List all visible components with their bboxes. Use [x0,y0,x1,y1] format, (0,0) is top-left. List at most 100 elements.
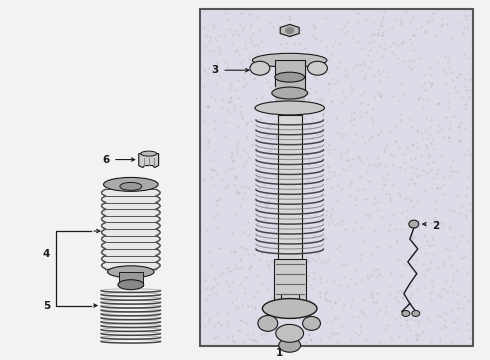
Point [306,336,314,342]
Point [258,250,266,256]
Point [370,161,378,167]
Point [316,337,324,342]
Point [328,206,336,212]
Point [311,212,319,217]
Polygon shape [280,24,299,36]
Point [438,17,446,22]
Point [374,67,382,73]
Point [338,26,345,32]
Point [238,302,245,308]
Point [406,19,414,25]
Point [213,202,220,208]
Point [225,99,233,105]
Point [422,115,430,121]
Point [201,310,209,316]
Point [214,171,221,177]
Point [387,270,395,275]
Point [236,281,244,287]
Point [377,128,385,134]
Point [261,134,269,140]
Point [394,298,402,304]
Point [315,108,323,114]
Point [234,265,242,270]
Point [465,12,473,18]
Point [431,175,439,181]
Point [266,20,273,26]
Point [253,42,261,48]
Point [223,265,231,270]
Point [249,337,257,343]
Point [423,145,431,151]
Point [270,306,278,311]
Point [356,155,364,161]
Point [333,197,341,203]
Point [412,180,419,185]
Point [270,80,278,86]
Point [240,71,248,76]
Point [292,329,300,335]
Point [205,48,213,54]
Point [393,42,401,48]
Bar [275,60,305,95]
Point [390,152,398,158]
Point [288,150,296,156]
Point [313,96,320,102]
Point [280,79,288,85]
Point [373,26,381,32]
Point [328,218,336,224]
Point [230,182,238,188]
Point [431,252,439,258]
Point [278,73,286,78]
Point [368,31,376,36]
Point [412,25,420,31]
Point [400,92,408,98]
Point [201,44,209,50]
Point [228,299,236,305]
Point [239,264,246,270]
Point [243,150,251,156]
Point [282,69,290,75]
Point [463,87,470,93]
Point [209,181,217,186]
Point [374,244,382,250]
Point [313,76,321,81]
Point [209,284,217,290]
Point [204,104,212,109]
Point [387,129,394,134]
Point [398,40,406,45]
Point [238,10,245,16]
Point [358,225,366,230]
Point [288,132,295,138]
Point [217,322,225,328]
Point [345,193,353,199]
Point [213,225,220,230]
Point [211,97,219,103]
Point [356,62,364,68]
Point [429,159,437,165]
Point [222,119,230,125]
Bar [104,189,159,269]
Point [299,69,307,75]
Point [378,186,386,192]
Point [226,80,234,85]
Point [462,13,469,19]
Point [232,28,240,34]
Point [284,157,292,162]
Point [231,173,239,179]
Point [419,136,427,142]
Point [323,298,331,304]
Point [361,73,369,79]
Point [395,164,403,170]
Point [418,130,426,136]
Point [315,71,322,77]
Point [248,142,256,148]
Point [373,163,381,169]
Point [464,269,471,275]
Point [425,19,433,25]
Point [235,190,243,196]
Point [378,23,386,29]
Point [354,313,362,319]
Point [308,317,316,323]
Point [385,171,392,177]
Point [335,243,343,249]
